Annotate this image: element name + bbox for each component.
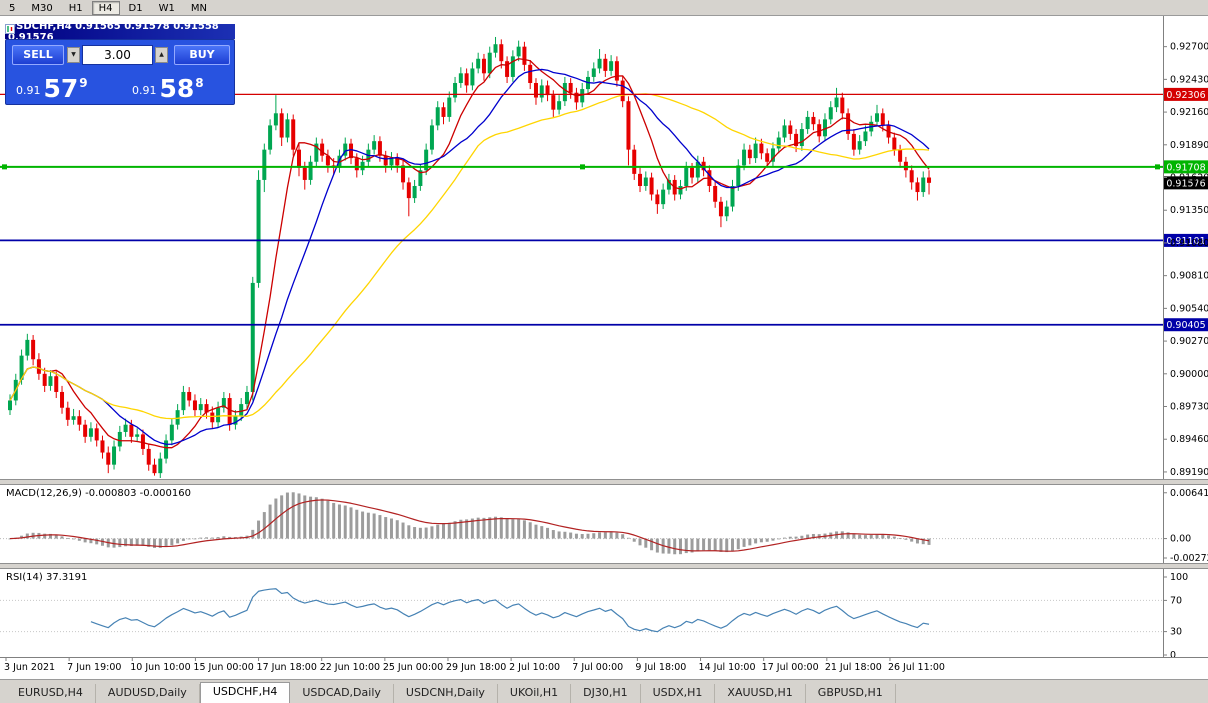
buy-price-big: 58 (159, 74, 195, 103)
chart-tab-xauusd-h1[interactable]: XAUUSD,H1 (715, 684, 806, 703)
svg-text:0.90810: 0.90810 (1170, 271, 1208, 282)
svg-text:25 Jun 00:00: 25 Jun 00:00 (383, 662, 443, 673)
chart-tab-usdcad-daily[interactable]: USDCAD,Daily (290, 684, 394, 703)
chart-tab-gbpusd-h1[interactable]: GBPUSD,H1 (806, 684, 896, 703)
svg-text:9 Jul 18:00: 9 Jul 18:00 (635, 662, 686, 673)
chart-window-title[interactable]: USDCHF,H4 0.91565 0.91578 0.91558 0.9157… (5, 21, 235, 43)
svg-text:0.92160: 0.92160 (1170, 107, 1208, 118)
svg-text:7 Jul 00:00: 7 Jul 00:00 (572, 662, 623, 673)
svg-text:0.91101: 0.91101 (1166, 236, 1205, 247)
svg-text:29 Jun 18:00: 29 Jun 18:00 (446, 662, 506, 673)
rsi-indicator-label: RSI(14) 37.3191 (6, 572, 88, 583)
timeframe-button-5[interactable]: 5 (9, 2, 16, 14)
svg-text:15 Jun 00:00: 15 Jun 00:00 (193, 662, 253, 673)
chart-tab-usdx-h1[interactable]: USDX,H1 (641, 684, 716, 703)
svg-text:0.006413: 0.006413 (1170, 488, 1208, 499)
chart-tab-dj30-h1[interactable]: DJ30,H1 (571, 684, 641, 703)
macd-indicator-label: MACD(12,26,9) -0.000803 -0.000160 (6, 488, 191, 499)
buy-price-display[interactable]: 0.91 58 8 (132, 76, 204, 101)
svg-text:0.89190: 0.89190 (1170, 467, 1208, 478)
chart-tab-audusd-daily[interactable]: AUDUSD,Daily (96, 684, 200, 703)
svg-text:0.90540: 0.90540 (1170, 303, 1208, 314)
svg-text:10 Jun 10:00: 10 Jun 10:00 (130, 662, 190, 673)
price-chart-canvas[interactable]: 0.923060.917080.911010.904050.915760.006… (0, 16, 1208, 679)
timeframe-button-mn[interactable]: MN (190, 2, 207, 14)
svg-text:0.89730: 0.89730 (1170, 402, 1208, 413)
timeframe-button-h1[interactable]: H1 (68, 2, 83, 14)
timeframe-button-h4[interactable]: H4 (91, 0, 120, 15)
horizontal-lines-layer[interactable] (0, 93, 1163, 326)
buy-button[interactable]: BUY (174, 45, 230, 65)
chart-tab-eurusd-h4[interactable]: EURUSD,H4 (6, 684, 96, 703)
svg-text:0.91080: 0.91080 (1170, 238, 1208, 249)
svg-text:100: 100 (1170, 572, 1188, 583)
price-axis[interactable]: 0.92306 0.91708 0.91101 0.90405 0.91576 0.006… (1163, 16, 1208, 661)
buy-price-sup: 8 (195, 76, 204, 90)
sell-price-prefix: 0.91 (16, 84, 41, 97)
candles-layer (8, 36, 932, 478)
svg-text:2 Jul 10:00: 2 Jul 10:00 (509, 662, 560, 673)
svg-text:0.91708: 0.91708 (1166, 162, 1205, 173)
one-click-trading-panel: SELL ▼ ▲ BUY 0.91 57 9 0.91 58 8 (5, 39, 235, 105)
svg-text:0.90405: 0.90405 (1166, 320, 1205, 331)
svg-text:22 Jun 10:00: 22 Jun 10:00 (320, 662, 380, 673)
sell-price-sup: 9 (79, 76, 88, 90)
sell-button[interactable]: SELL (12, 45, 64, 65)
chart-tab-usdchf-h4[interactable]: USDCHF,H4 (199, 682, 291, 703)
svg-text:17 Jul 00:00: 17 Jul 00:00 (762, 662, 819, 673)
chart-tab-usdcnh-daily[interactable]: USDCNH,Daily (394, 684, 498, 703)
timeframe-button-m30[interactable]: M30 (31, 2, 53, 14)
svg-text:14 Jul 10:00: 14 Jul 10:00 (699, 662, 756, 673)
svg-text:0.92430: 0.92430 (1170, 74, 1208, 85)
timeframe-button-d1[interactable]: D1 (128, 2, 143, 14)
svg-text:30: 30 (1170, 627, 1182, 638)
timeframe-button-w1[interactable]: W1 (158, 2, 175, 14)
svg-text:7 Jun 19:00: 7 Jun 19:00 (67, 662, 121, 673)
svg-text:0.90000: 0.90000 (1170, 369, 1208, 380)
svg-text:0.91890: 0.91890 (1170, 140, 1208, 151)
chart-title-text: USDCHF,H4 0.91565 0.91578 0.91558 0.9157… (8, 20, 219, 43)
rsi-panel[interactable] (0, 588, 1163, 633)
svg-text:70: 70 (1170, 595, 1182, 606)
svg-text:0.91350: 0.91350 (1170, 205, 1208, 216)
svg-text:3 Jun 2021: 3 Jun 2021 (4, 662, 55, 673)
svg-text:0.91620: 0.91620 (1170, 173, 1208, 184)
macd-panel[interactable] (0, 492, 1163, 555)
buy-price-prefix: 0.91 (132, 84, 157, 97)
chart-tab-ukoil-h1[interactable]: UKOil,H1 (498, 684, 572, 703)
chart-tabs-bar: EURUSD,H4 AUDUSD,Daily USDCHF,H4 USDCAD,Dai… (0, 679, 1208, 703)
svg-text:21 Jul 18:00: 21 Jul 18:00 (825, 662, 882, 673)
svg-text:0.89460: 0.89460 (1170, 434, 1208, 445)
svg-text:0.92700: 0.92700 (1170, 42, 1208, 53)
svg-text:17 Jun 18:00: 17 Jun 18:00 (257, 662, 317, 673)
volume-input[interactable] (82, 45, 153, 65)
svg-text:0.92306: 0.92306 (1166, 90, 1205, 101)
svg-text:0: 0 (1170, 650, 1176, 661)
volume-increase-button[interactable]: ▲ (155, 47, 168, 63)
svg-text:0.90270: 0.90270 (1170, 336, 1208, 347)
svg-text:-0.00272: -0.00272 (1170, 553, 1208, 564)
svg-text:26 Jul 11:00: 26 Jul 11:00 (888, 662, 945, 673)
volume-decrease-button[interactable]: ▼ (67, 47, 80, 63)
sell-price-big: 57 (43, 74, 79, 103)
svg-text:0.91576: 0.91576 (1166, 178, 1205, 189)
sell-price-display[interactable]: 0.91 57 9 (16, 76, 88, 101)
chart-icon (5, 24, 15, 34)
svg-text:0.00: 0.00 (1170, 534, 1191, 545)
timeframe-toolbar: 5 M30 H1 H4 D1 W1 MN (0, 0, 1208, 16)
moving-averages-layer (9, 58, 930, 449)
chart-area: 0.92306 0.91708 0.91101 0.90405 0.91576 0.006… (0, 16, 1208, 679)
time-axis[interactable]: 3 Jun 2021 7 Jun 19:00 10 Jun 10:00 15 Jun … (0, 657, 1208, 673)
